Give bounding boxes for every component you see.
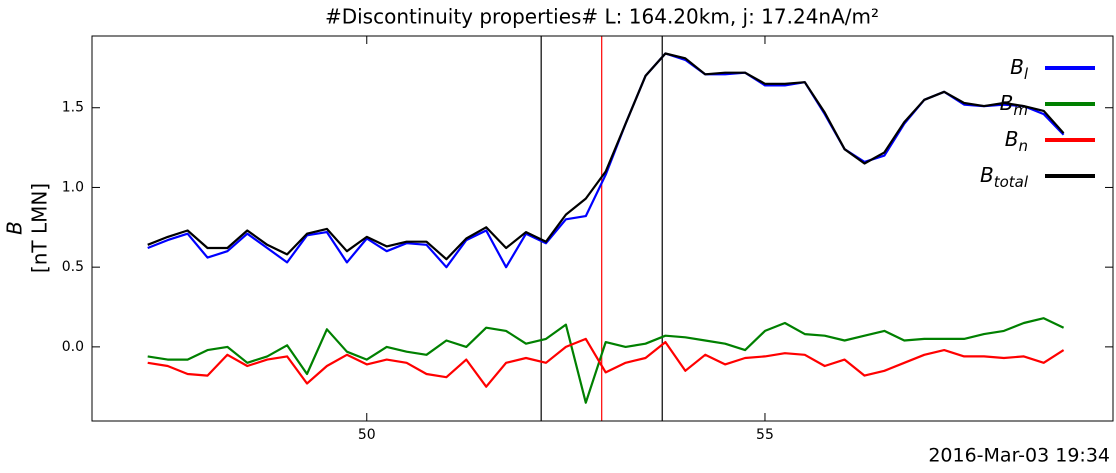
legend-sub: l	[1024, 65, 1029, 83]
legend-label: Bm	[1000, 91, 1028, 119]
footer: 2016-Mar-03 19:34	[928, 445, 1110, 467]
y-label: [nT LMN]	[28, 183, 52, 273]
legend-letter: B	[980, 163, 994, 187]
y-tick-label: 0.0	[62, 339, 84, 355]
x-tick-label: 50	[358, 427, 376, 443]
legend-sub: m	[1013, 101, 1028, 119]
legend-sub: n	[1018, 137, 1028, 155]
legend-letter: B	[1005, 127, 1019, 151]
y-label: B	[3, 221, 27, 235]
x-tick-label: 55	[756, 427, 774, 443]
y-tick-label: 0.5	[62, 259, 84, 275]
y-tick-label: 1.0	[62, 179, 84, 195]
legend-label: Bl	[1010, 55, 1029, 83]
legend-label: Btotal	[980, 163, 1029, 191]
series-line	[147, 337, 1065, 388]
legend-letter: B	[1000, 91, 1014, 115]
y-tick-label: 1.5	[62, 100, 84, 116]
plot-frame	[91, 35, 1114, 422]
series-line	[147, 52, 1065, 269]
series-line	[147, 52, 1065, 261]
legend-sub: total	[994, 173, 1029, 191]
chart-title: #Discontinuity properties# L: 164.20km, …	[325, 5, 879, 29]
legend-label: Bn	[1005, 127, 1028, 155]
series-line	[147, 317, 1065, 404]
legend-letter: B	[1010, 55, 1024, 79]
